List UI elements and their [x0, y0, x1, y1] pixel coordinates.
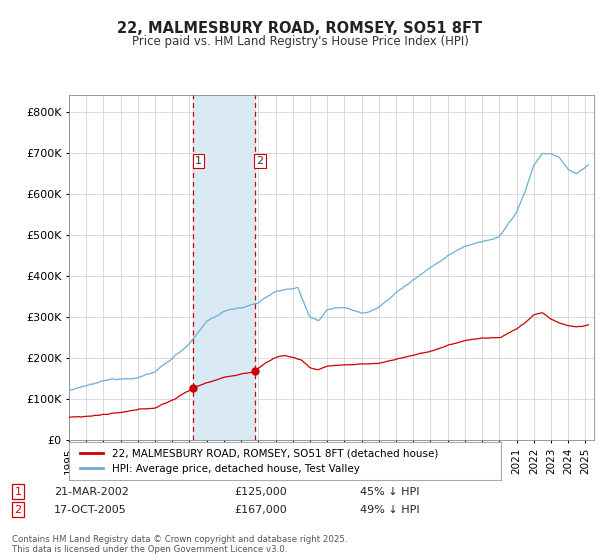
Text: 45% ↓ HPI: 45% ↓ HPI — [360, 487, 419, 497]
Bar — [193, 95, 255, 440]
Text: 49% ↓ HPI: 49% ↓ HPI — [360, 505, 419, 515]
Text: 1: 1 — [195, 156, 202, 166]
Text: 21-MAR-2002: 21-MAR-2002 — [54, 487, 129, 497]
Text: £125,000: £125,000 — [234, 487, 287, 497]
Text: £167,000: £167,000 — [234, 505, 287, 515]
Text: Contains HM Land Registry data © Crown copyright and database right 2025.
This d: Contains HM Land Registry data © Crown c… — [12, 535, 347, 554]
Text: 1: 1 — [14, 487, 22, 497]
Text: 2: 2 — [14, 505, 22, 515]
Text: 22, MALMESBURY ROAD, ROMSEY, SO51 8FT: 22, MALMESBURY ROAD, ROMSEY, SO51 8FT — [118, 21, 482, 36]
Text: 2: 2 — [257, 156, 264, 166]
Legend: 22, MALMESBURY ROAD, ROMSEY, SO51 8FT (detached house), HPI: Average price, deta: 22, MALMESBURY ROAD, ROMSEY, SO51 8FT (d… — [74, 442, 445, 480]
Text: 17-OCT-2005: 17-OCT-2005 — [54, 505, 127, 515]
Text: Price paid vs. HM Land Registry's House Price Index (HPI): Price paid vs. HM Land Registry's House … — [131, 35, 469, 48]
